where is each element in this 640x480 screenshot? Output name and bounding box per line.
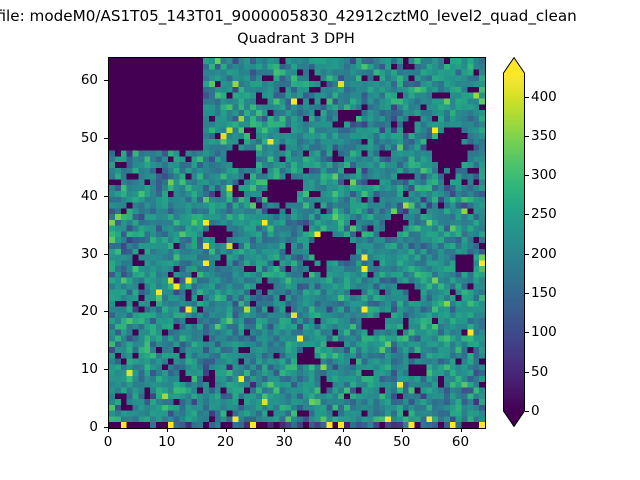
- colorbar-tick-label: 250: [531, 206, 557, 223]
- x-tick-mark: [284, 428, 285, 432]
- colorbar-tick-label: 200: [531, 245, 557, 262]
- colorbar-tick-mark: [525, 136, 529, 137]
- y-tick-label: 30: [80, 245, 98, 262]
- colorbar-tick-mark: [525, 97, 529, 98]
- x-tick-label: 40: [334, 434, 352, 450]
- colorbar-tick-label: 150: [531, 285, 557, 302]
- heatmap-image[interactable]: [109, 58, 485, 428]
- colorbar-tick-label: 350: [531, 127, 557, 144]
- colorbar-under-arrow-icon: [503, 411, 525, 427]
- x-tick-mark: [402, 428, 403, 432]
- colorbar-tick-mark: [525, 411, 529, 412]
- y-tick-mark: [104, 369, 108, 370]
- colorbar-tick-mark: [525, 293, 529, 294]
- y-tick-mark: [104, 311, 108, 312]
- y-tick-label: 20: [80, 303, 98, 320]
- y-tick-label: 50: [80, 129, 98, 146]
- colorbar-tick-label: 0: [531, 403, 540, 419]
- y-tick-label: 10: [80, 361, 98, 378]
- y-tick-label: 40: [80, 187, 98, 204]
- colorbar-tick-label: 100: [531, 324, 557, 341]
- y-tick-mark: [104, 427, 108, 428]
- figure-suptitle-container: n file: modeM0/AS1T05_143T01_9000005830_…: [0, 5, 640, 27]
- colorbar-tick-label: 300: [531, 167, 557, 184]
- x-tick-label: 60: [451, 434, 470, 450]
- x-tick-mark: [343, 428, 344, 432]
- x-tick-label: 50: [393, 434, 411, 450]
- heatmap-axes[interactable]: [108, 57, 486, 429]
- figure-suptitle: n file: modeM0/AS1T05_143T01_9000005830_…: [0, 7, 577, 25]
- colorbar-tick-mark: [525, 372, 529, 373]
- colorbar-tick-mark: [525, 254, 529, 255]
- x-tick-mark: [461, 428, 462, 432]
- colorbar[interactable]: 0 50 100 150 200 250 300 350 400: [503, 57, 557, 427]
- x-tick-label: 20: [216, 434, 235, 450]
- y-tick-label: 60: [80, 72, 98, 89]
- colorbar-tick-mark: [525, 332, 529, 333]
- colorbar-tick-label: 50: [531, 363, 549, 380]
- x-tick-label: 0: [103, 434, 113, 450]
- colorbar-over-arrow-outline: [503, 57, 525, 73]
- colorbar-over-arrow-icon: [503, 57, 525, 73]
- x-tick-mark: [226, 428, 227, 432]
- x-tick-mark: [108, 428, 109, 432]
- colorbar-gradient-canvas: [504, 73, 524, 411]
- x-tick-label: 10: [158, 434, 176, 450]
- x-tick-mark: [167, 428, 168, 432]
- y-tick-label: 0: [89, 419, 98, 435]
- colorbar-tick-label: 400: [531, 88, 557, 105]
- colorbar-tick-mark: [525, 175, 529, 176]
- colorbar-tick-mark: [525, 214, 529, 215]
- y-tick-mark: [104, 196, 108, 197]
- colorbar-under-arrow-outline: [503, 411, 525, 427]
- colorbar-gradient: [503, 73, 525, 411]
- x-tick-label: 30: [275, 434, 293, 450]
- y-tick-mark: [104, 80, 108, 81]
- axes-title: Quadrant 3 DPH: [237, 31, 355, 47]
- y-tick-mark: [104, 254, 108, 255]
- y-tick-mark: [104, 138, 108, 139]
